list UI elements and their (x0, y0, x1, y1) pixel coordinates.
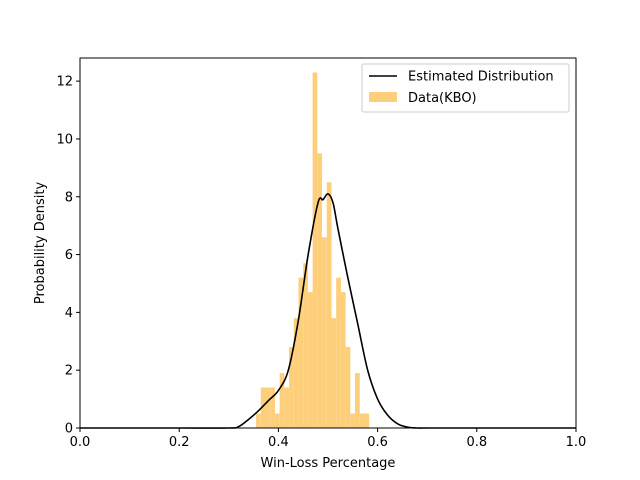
y-tick-label: 10 (56, 132, 73, 147)
histogram-bar (355, 373, 360, 428)
histogram-bar (317, 153, 323, 428)
histogram-bar (322, 237, 327, 428)
histogram-bar (307, 292, 313, 428)
histogram-bar (284, 387, 290, 428)
histogram-bar (293, 318, 299, 428)
y-tick-label: 8 (65, 190, 73, 205)
y-axis-label: Probability Density (33, 182, 48, 305)
legend-histogram-label: Data(KBO) (408, 91, 477, 106)
histogram-bar (256, 413, 261, 428)
y-tick-label: 0 (65, 422, 73, 437)
legend-line-label: Estimated Distribution (408, 70, 554, 85)
x-tick-label: 0.8 (466, 435, 487, 450)
histogram-bar (359, 413, 365, 428)
legend-histogram-swatch (369, 92, 397, 102)
histogram-bar (312, 72, 318, 428)
histogram-bar (265, 387, 271, 428)
histogram-bar (345, 347, 351, 428)
legend-box (361, 63, 570, 113)
histogram-bar (350, 413, 356, 428)
estimated-distribution-line (80, 193, 576, 429)
x-tick-label: 0.2 (169, 435, 190, 450)
histogram-bar (326, 182, 332, 428)
histogram-bar (298, 277, 304, 428)
histogram-bar (303, 263, 308, 428)
x-tick-label: 0.0 (70, 435, 91, 450)
y-tick-label: 2 (65, 364, 73, 379)
histogram-bar (364, 413, 370, 428)
histogram-bar (336, 277, 341, 428)
histogram-bar (274, 413, 280, 428)
x-tick-label: 1.0 (566, 435, 587, 450)
histogram-bar (260, 387, 266, 428)
x-tick-label: 0.4 (268, 435, 289, 450)
x-axis-ticks: 0.0 0.2 0.4 0.6 0.8 1.0 (70, 428, 587, 450)
x-tick-label: 0.6 (367, 435, 388, 450)
y-tick-label: 6 (65, 248, 73, 263)
y-tick-label: 4 (65, 306, 73, 321)
histogram-bar (331, 318, 337, 428)
y-tick-label: 12 (56, 75, 73, 90)
x-axis-label: Win-Loss Percentage (261, 456, 396, 471)
histogram-bar (340, 292, 346, 428)
histogram-bar (279, 373, 285, 428)
legend: Estimated Distribution Data(KBO) (361, 63, 570, 113)
histogram-bars (256, 72, 370, 428)
histogram-bar (289, 347, 294, 428)
plot-frame (79, 57, 577, 429)
y-axis-ticks: 0 2 4 6 8 10 12 (56, 75, 80, 437)
histogram-bar (270, 387, 275, 428)
